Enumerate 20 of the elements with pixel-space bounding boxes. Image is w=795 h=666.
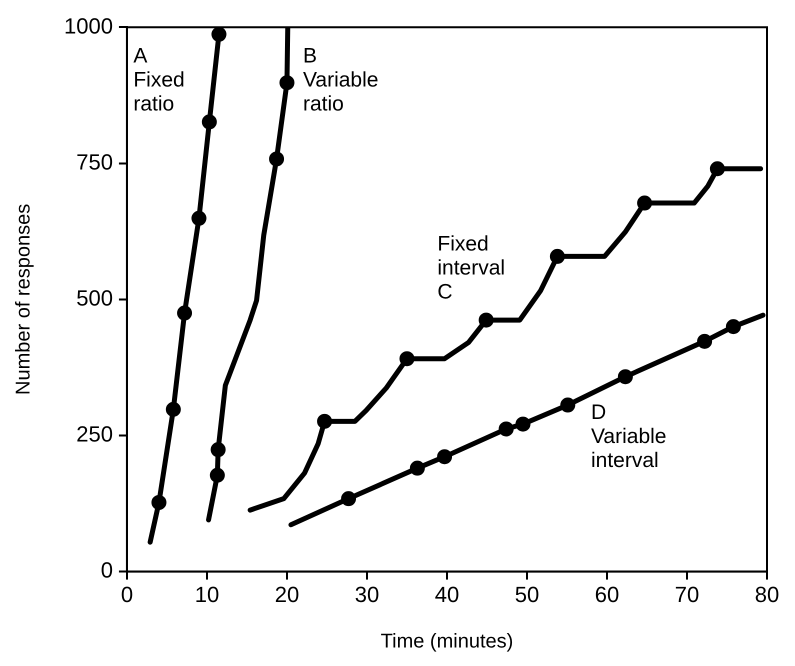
x-tick-label: 10 <box>194 582 220 607</box>
annotation: B Variable ratio <box>302 44 378 116</box>
y-tick-label: 1000 <box>64 13 113 38</box>
y-tick-label: 750 <box>76 149 113 174</box>
x-tick-label: 80 <box>754 582 780 607</box>
x-axis-title: Time (minutes) <box>380 630 514 653</box>
y-tick-label: 500 <box>76 285 113 310</box>
x-tick-label: 60 <box>594 582 620 607</box>
x-tick-label: 40 <box>434 582 460 607</box>
y-axis-title: Number of responses <box>12 204 35 395</box>
x-tick-label: 70 <box>674 582 700 607</box>
x-tick-label: 20 <box>274 582 300 607</box>
x-tick-label: 50 <box>514 582 540 607</box>
x-tick-label: 0 <box>120 582 134 607</box>
y-tick-label: 0 <box>100 558 113 583</box>
annotation: A Fixed ratio <box>133 44 185 116</box>
annotation: Fixed interval C <box>437 232 506 304</box>
y-tick-label: 250 <box>76 422 113 447</box>
annotation: D Variable interval <box>590 401 666 472</box>
x-tick-label: 30 <box>354 582 380 607</box>
